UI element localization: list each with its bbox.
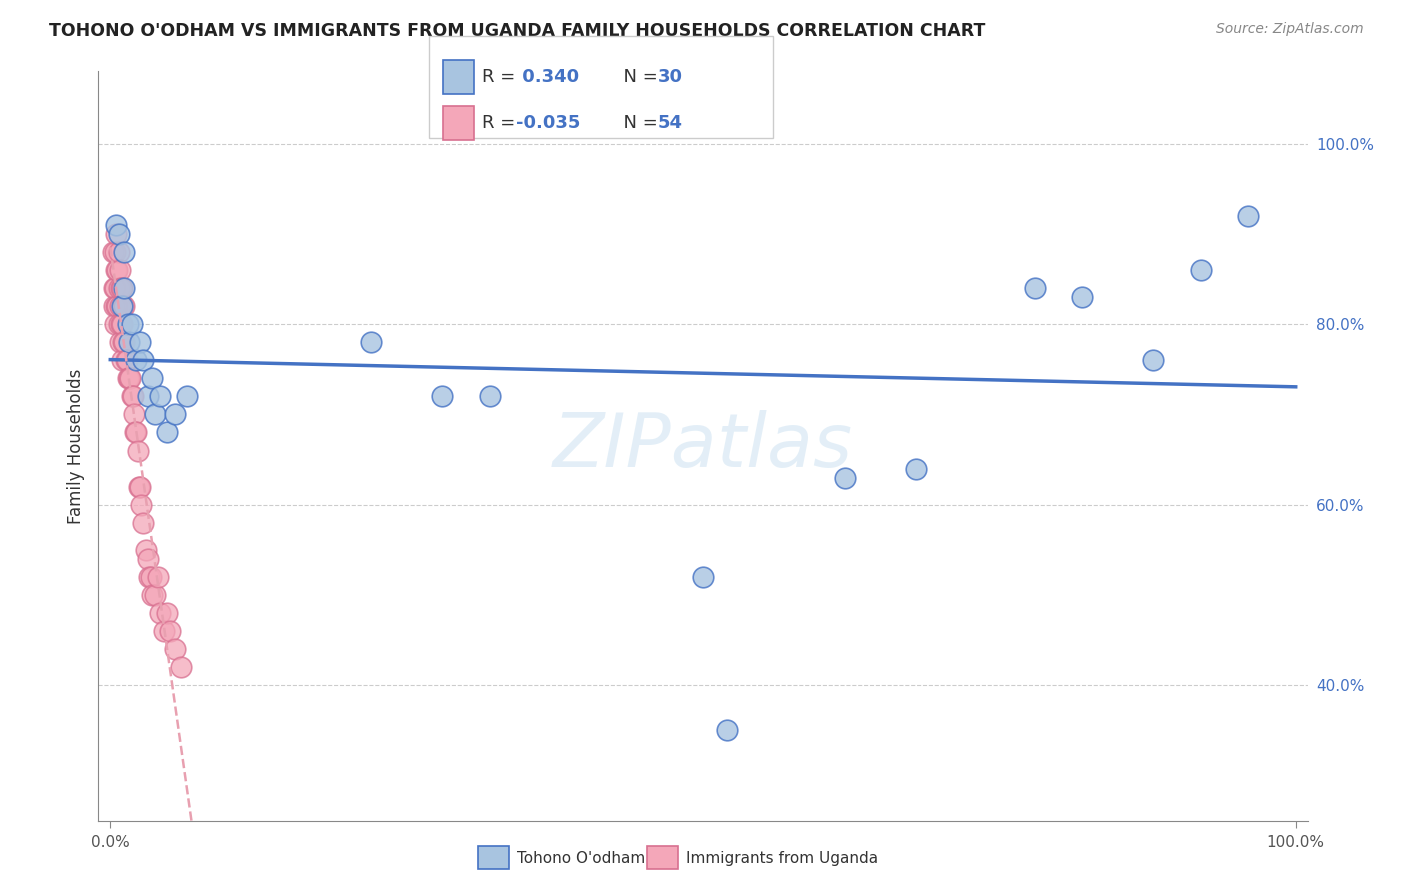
Point <box>478 389 501 403</box>
Point <box>108 299 131 313</box>
Point <box>834 470 856 484</box>
Text: 0.340: 0.340 <box>516 68 579 86</box>
Point <box>138 570 160 584</box>
Point <box>121 389 143 403</box>
Point <box>114 244 136 259</box>
Text: 54: 54 <box>658 114 683 132</box>
Point <box>135 542 157 557</box>
Point <box>111 317 134 331</box>
Point <box>156 606 179 620</box>
Point <box>127 443 149 458</box>
Point <box>128 480 150 494</box>
Point <box>105 227 128 241</box>
Point <box>149 606 172 620</box>
Point <box>112 299 135 313</box>
Text: R =: R = <box>482 68 522 86</box>
Point <box>132 516 155 530</box>
Point <box>1071 290 1094 304</box>
Point <box>139 570 162 584</box>
Point <box>107 317 129 331</box>
Point <box>107 281 129 295</box>
Point <box>114 299 136 313</box>
Point <box>111 299 134 313</box>
Point <box>122 408 145 422</box>
Point <box>117 371 139 385</box>
Point <box>129 498 152 512</box>
Y-axis label: Family Households: Family Households <box>66 368 84 524</box>
Point <box>110 281 132 295</box>
Point <box>105 299 128 313</box>
Point <box>143 408 166 422</box>
Point <box>121 317 143 331</box>
Point <box>905 461 928 475</box>
Text: -0.035: -0.035 <box>516 114 581 132</box>
Point <box>692 570 714 584</box>
Text: Tohono O'odham: Tohono O'odham <box>517 851 645 865</box>
Point <box>104 281 127 295</box>
Point <box>114 281 136 295</box>
Point <box>105 263 128 277</box>
Point <box>114 353 136 368</box>
Point <box>104 317 127 331</box>
Point <box>1189 263 1212 277</box>
Point <box>105 263 128 277</box>
Point <box>103 281 125 295</box>
Point <box>152 624 174 638</box>
Point <box>108 335 131 350</box>
Point <box>141 371 163 385</box>
Point <box>146 570 169 584</box>
Point <box>149 389 172 403</box>
Point <box>117 317 139 331</box>
Point <box>136 389 159 403</box>
Point <box>432 389 454 403</box>
Point <box>1024 281 1046 295</box>
Point <box>165 408 187 422</box>
Text: Immigrants from Uganda: Immigrants from Uganda <box>686 851 879 865</box>
Point <box>104 244 127 259</box>
Point <box>111 281 134 295</box>
Point <box>114 335 136 350</box>
Text: Source: ZipAtlas.com: Source: ZipAtlas.com <box>1216 22 1364 37</box>
Text: N =: N = <box>612 114 664 132</box>
Point <box>132 353 155 368</box>
Point <box>125 425 148 440</box>
Point <box>159 624 181 638</box>
Point <box>101 244 124 259</box>
Point <box>115 353 138 368</box>
Point <box>121 389 143 403</box>
Point <box>156 425 179 440</box>
Point <box>360 335 382 350</box>
Point <box>107 227 129 241</box>
Point <box>165 642 187 657</box>
Point <box>1237 209 1260 223</box>
Point <box>103 299 125 313</box>
Point <box>141 588 163 602</box>
Point <box>143 588 166 602</box>
Point <box>110 317 132 331</box>
Text: 30: 30 <box>658 68 683 86</box>
Point <box>107 244 129 259</box>
Text: R =: R = <box>482 114 522 132</box>
Point <box>105 299 128 313</box>
Point <box>108 263 131 277</box>
Point <box>136 552 159 566</box>
Text: N =: N = <box>612 68 664 86</box>
Point <box>129 335 152 350</box>
Point <box>105 218 128 232</box>
Point <box>1142 353 1164 368</box>
Text: ZIPatlas: ZIPatlas <box>553 410 853 482</box>
Point <box>112 335 135 350</box>
Point <box>176 389 198 403</box>
Point <box>124 425 146 440</box>
Point <box>111 353 134 368</box>
Point <box>118 371 141 385</box>
Point <box>120 371 142 385</box>
Point <box>125 353 148 368</box>
Text: TOHONO O'ODHAM VS IMMIGRANTS FROM UGANDA FAMILY HOUSEHOLDS CORRELATION CHART: TOHONO O'ODHAM VS IMMIGRANTS FROM UGANDA… <box>49 22 986 40</box>
Point <box>118 335 141 350</box>
Point <box>129 480 152 494</box>
Point <box>170 660 193 674</box>
Point <box>716 723 738 738</box>
